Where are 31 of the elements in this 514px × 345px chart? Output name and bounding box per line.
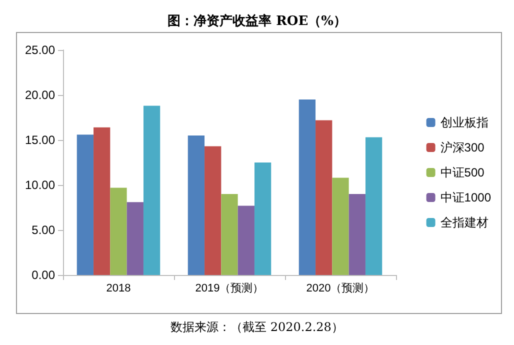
- y-tick-label: 15.00: [24, 133, 56, 147]
- bar: [238, 206, 254, 275]
- bar: [221, 194, 238, 275]
- bar: [76, 134, 94, 275]
- bar: [110, 188, 127, 275]
- y-tick-label: 10.00: [24, 178, 56, 192]
- x-tick-label: 2020（预测）: [306, 282, 375, 294]
- bar: [126, 202, 144, 275]
- source-note: 数据来源：（截至 2020.2.28）: [170, 320, 344, 334]
- legend-label: 创业板指: [440, 116, 488, 130]
- x-tick-label: 2019（预测）: [195, 282, 264, 294]
- y-tick-label: 5.00: [32, 223, 56, 237]
- legend-label: 沪深300: [440, 140, 485, 154]
- legend-label: 中证1000: [440, 190, 492, 204]
- bar: [332, 178, 349, 275]
- bar: [316, 120, 332, 275]
- x-tick-label: 2018: [106, 282, 131, 294]
- bar: [204, 146, 222, 275]
- legend-label: 中证500: [440, 166, 485, 180]
- y-tick-label: 25.00: [24, 43, 56, 57]
- bar: [188, 136, 205, 275]
- bar: [348, 194, 366, 275]
- bar: [254, 162, 272, 275]
- chart-title: 图：净资产收益率 ROE（%）: [168, 13, 346, 29]
- y-tick-label: 20.00: [24, 88, 56, 102]
- bar: [298, 100, 316, 275]
- bar: [143, 106, 160, 275]
- bar: [365, 137, 382, 275]
- y-tick-label: 0.00: [32, 268, 56, 282]
- bar: [94, 127, 110, 275]
- legend-label: 全指建材: [440, 216, 488, 230]
